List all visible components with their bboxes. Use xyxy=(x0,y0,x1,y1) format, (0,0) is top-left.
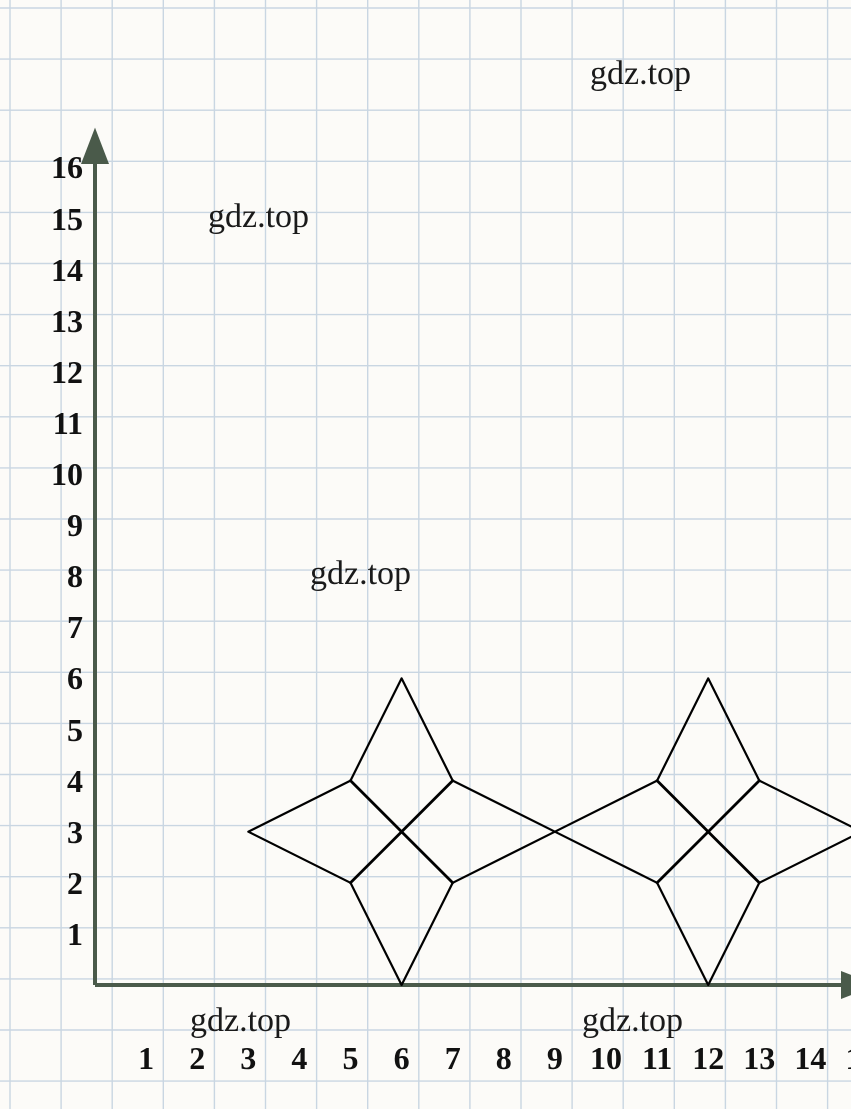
x-tick-label: 10 xyxy=(581,1040,631,1077)
coordinate-chart xyxy=(0,0,851,1109)
y-tick-label: 3 xyxy=(23,814,83,851)
y-tick-label: 10 xyxy=(23,456,83,493)
y-tick-label: 13 xyxy=(23,303,83,340)
y-tick-label: 5 xyxy=(23,712,83,749)
y-tick-label: 15 xyxy=(23,201,83,238)
y-tick-label: 4 xyxy=(23,763,83,800)
y-tick-label: 11 xyxy=(23,405,83,442)
x-tick-label: 9 xyxy=(530,1040,580,1077)
y-tick-label: 1 xyxy=(23,916,83,953)
y-tick-label: 7 xyxy=(23,609,83,646)
y-tick-label: 8 xyxy=(23,558,83,595)
x-tick-label: 11 xyxy=(632,1040,682,1077)
star-shape xyxy=(555,678,851,985)
y-tick-label: 2 xyxy=(23,865,83,902)
x-tick-label: 5 xyxy=(326,1040,376,1077)
watermark-text: gdz.top xyxy=(590,55,691,93)
y-tick-label: 16 xyxy=(23,149,83,186)
watermark-text: gdz.top xyxy=(310,555,411,593)
x-tick-label: 1 xyxy=(121,1040,171,1077)
y-tick-label: 9 xyxy=(23,507,83,544)
x-tick-label: 8 xyxy=(479,1040,529,1077)
x-tick-label: 2 xyxy=(172,1040,222,1077)
watermark-text: gdz.top xyxy=(208,198,309,236)
x-tick-label: 13 xyxy=(734,1040,784,1077)
watermark-text: gdz.top xyxy=(582,1002,683,1040)
x-tick-label: 4 xyxy=(274,1040,324,1077)
x-tick-label: 6 xyxy=(377,1040,427,1077)
x-tick-label: 7 xyxy=(428,1040,478,1077)
y-tick-label: 6 xyxy=(23,660,83,697)
x-tick-label: 14 xyxy=(785,1040,835,1077)
y-tick-label: 12 xyxy=(23,354,83,391)
x-tick-label: 15 xyxy=(837,1040,851,1077)
y-tick-label: 14 xyxy=(23,252,83,289)
watermark-text: gdz.top xyxy=(190,1002,291,1040)
x-tick-label: 3 xyxy=(223,1040,273,1077)
x-tick-label: 12 xyxy=(683,1040,733,1077)
star-shape xyxy=(248,678,555,985)
